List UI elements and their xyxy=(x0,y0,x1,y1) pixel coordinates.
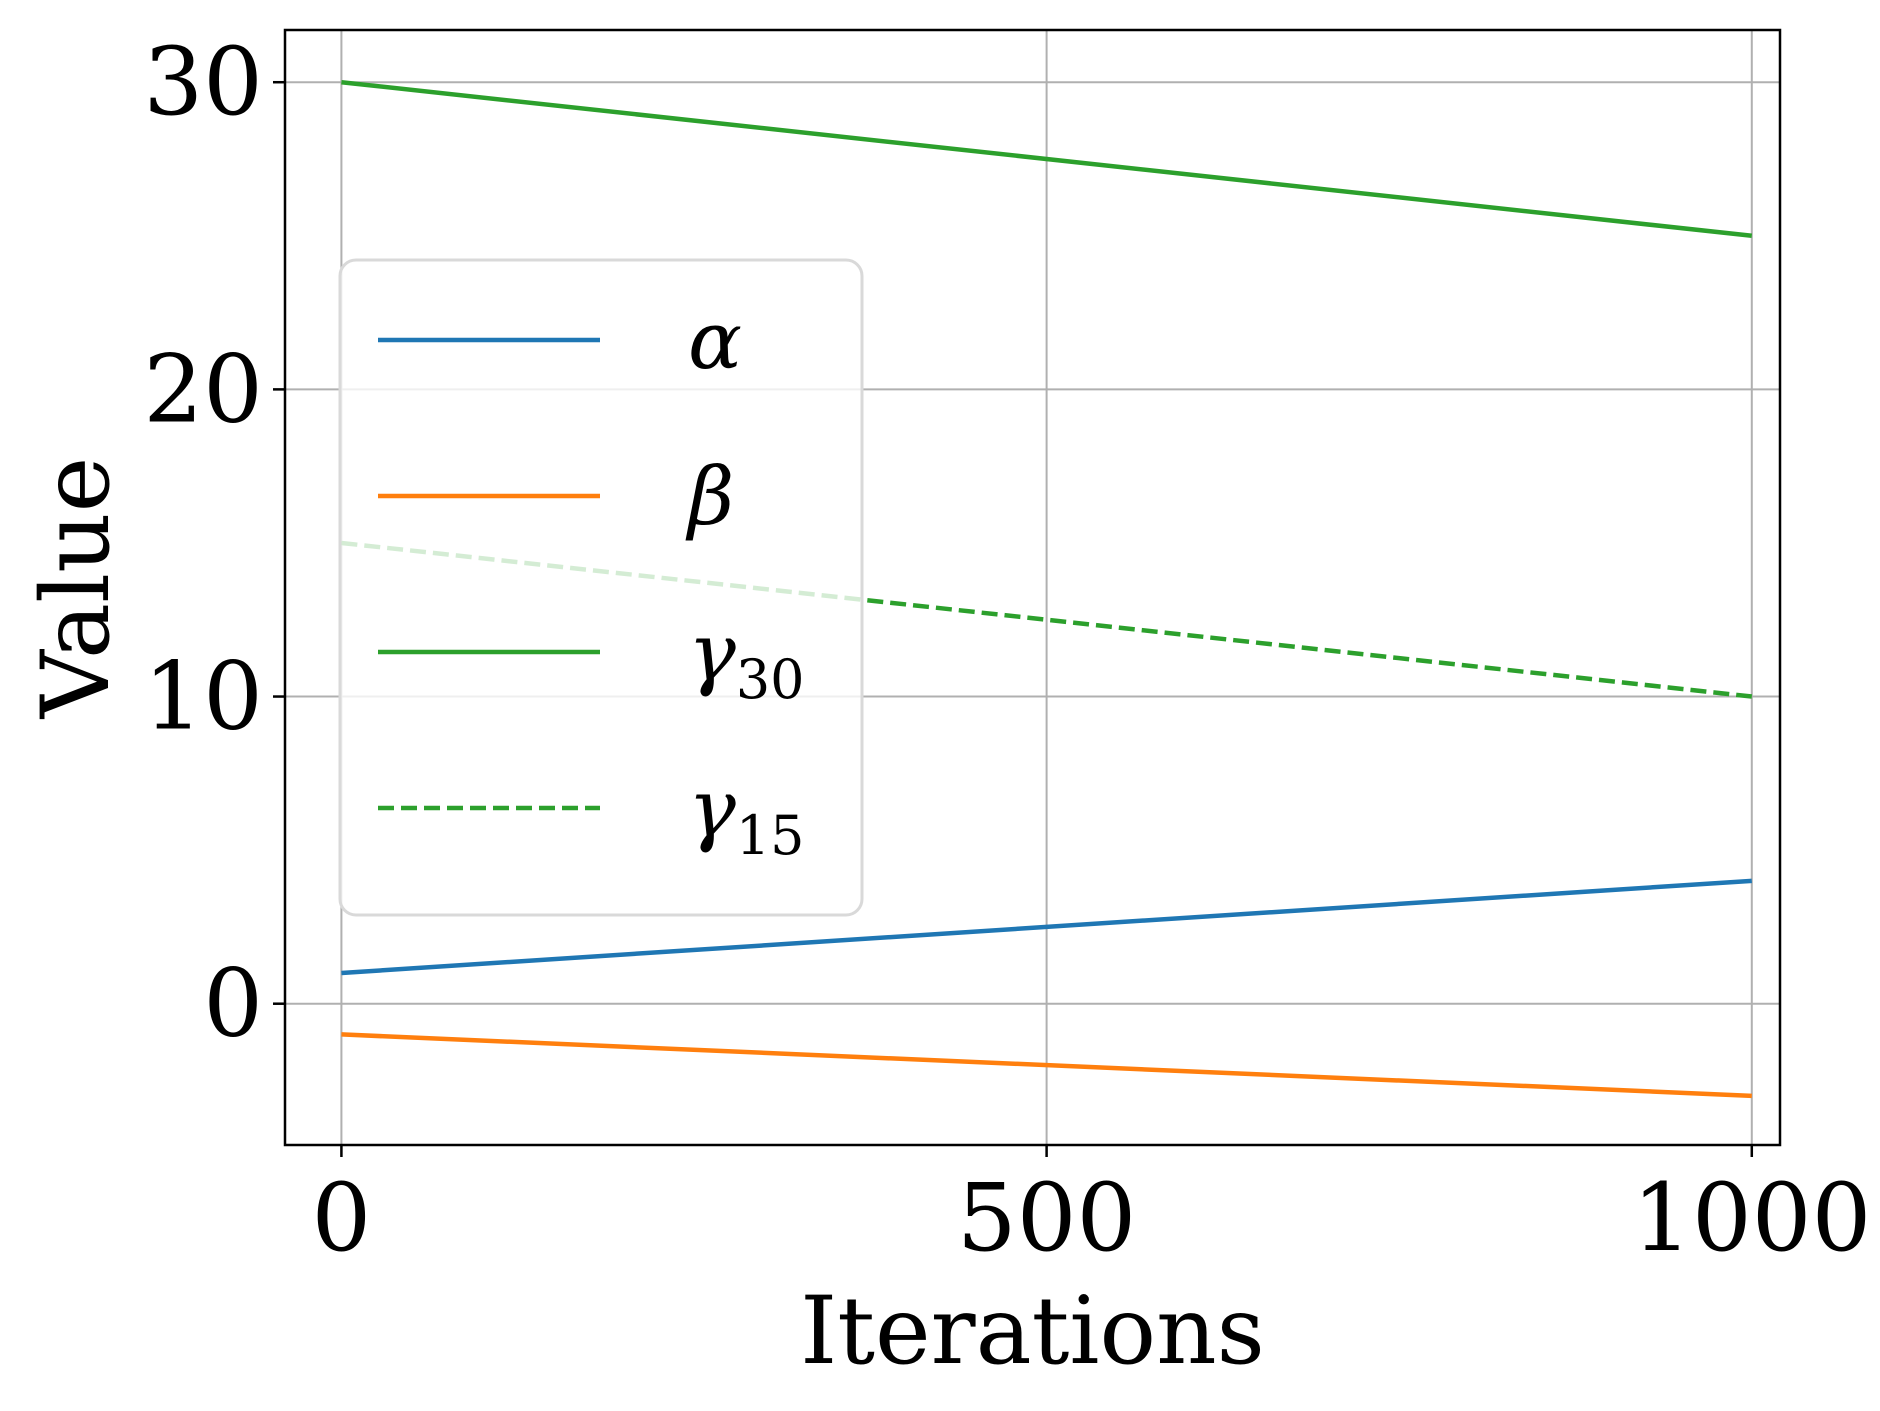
legend-name: α xyxy=(688,294,742,387)
y-tick-label: 30 xyxy=(143,28,263,137)
y-tick-label: 20 xyxy=(143,335,263,444)
x-tick-label: 1000 xyxy=(1632,1164,1871,1273)
legend-label-2: γ30 xyxy=(688,606,805,711)
series-line-2 xyxy=(341,79,1753,239)
legend-box xyxy=(338,258,864,917)
legend-label-0: α xyxy=(688,294,742,387)
y-tick-label: 10 xyxy=(143,643,263,752)
legend-label-3: γ15 xyxy=(688,762,805,867)
x-axis-label: Iterations xyxy=(800,1277,1265,1386)
plot-frame xyxy=(283,28,1782,1147)
y-axis-label: Value xyxy=(22,457,131,720)
legend-subscript: 30 xyxy=(736,648,805,711)
axis-ticks: 0 500 1000 0 10 20 30 xyxy=(143,28,1871,1273)
x-tick-label: 0 xyxy=(312,1164,372,1273)
legend-subscript: 15 xyxy=(736,804,805,867)
legend-label-1: β xyxy=(685,450,734,543)
series-line-1 xyxy=(341,1032,1752,1099)
series-line-0 xyxy=(341,878,1752,976)
legend-name: γ xyxy=(688,606,736,699)
y-tick-label: 0 xyxy=(203,950,263,1059)
legend-name: β xyxy=(685,450,734,543)
legend-name: γ xyxy=(688,762,736,855)
x-tick-label: 500 xyxy=(957,1164,1136,1273)
